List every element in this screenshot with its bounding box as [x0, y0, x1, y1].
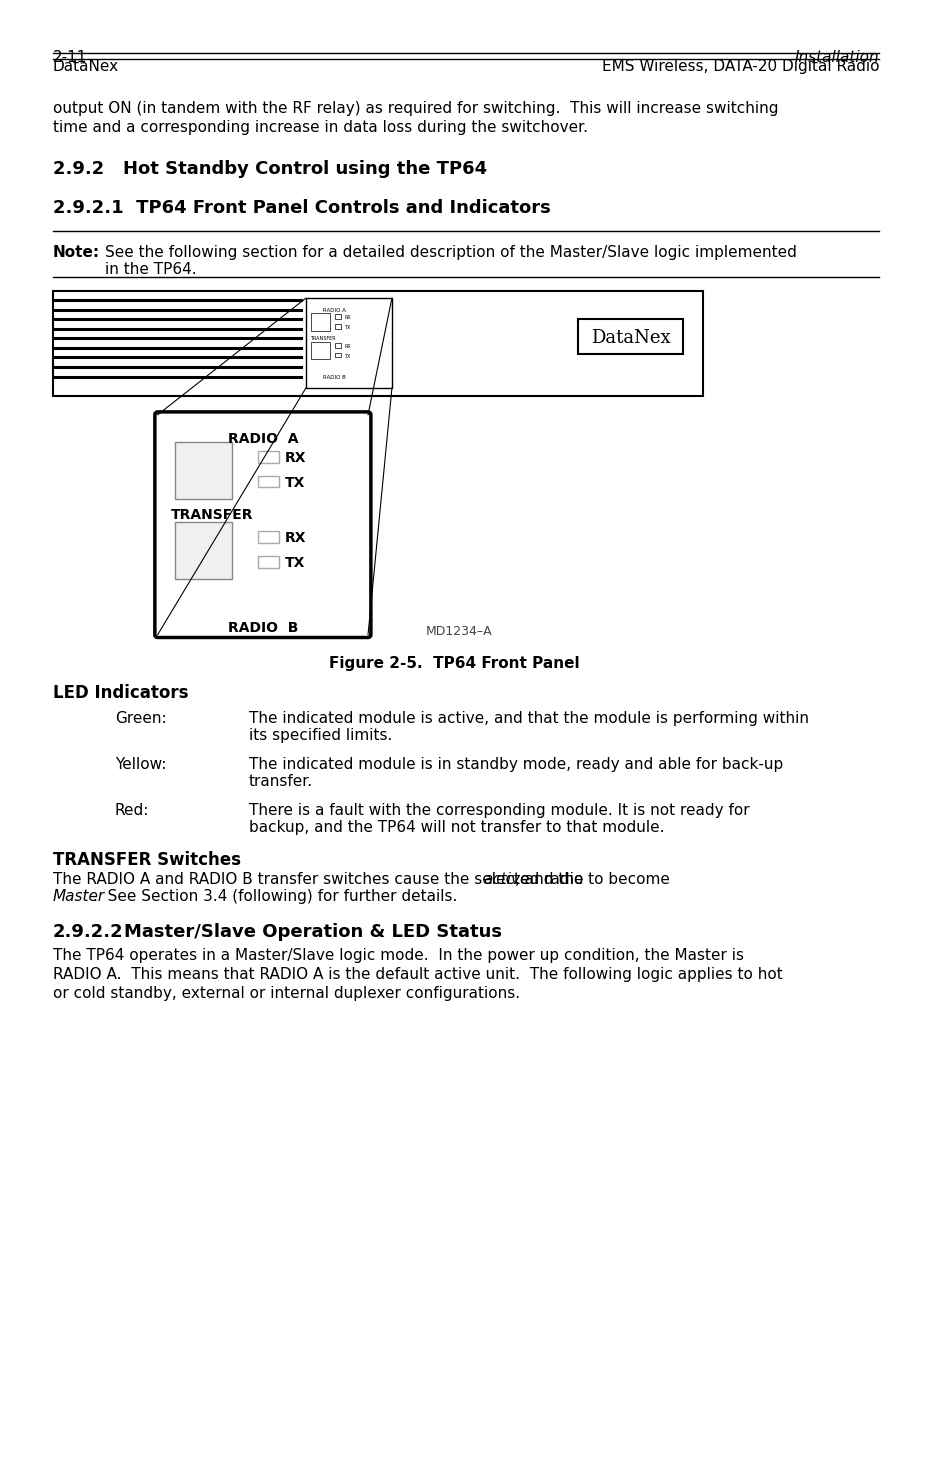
Text: TRANSFER: TRANSFER	[310, 337, 336, 341]
Text: .  See Section 3.4 (following) for further details.: . See Section 3.4 (following) for furthe…	[93, 889, 457, 904]
Text: RX: RX	[285, 531, 306, 545]
Text: TRANSFER: TRANSFER	[171, 509, 254, 522]
Bar	[175, 441, 232, 498]
Bar	[311, 313, 330, 331]
Text: The RADIO A and RADIO B transfer switches cause the selected radio to become: The RADIO A and RADIO B transfer switche…	[52, 872, 674, 886]
Text: DataNex: DataNex	[592, 329, 670, 347]
Text: 2.9.2.2: 2.9.2.2	[52, 923, 124, 941]
Bar	[258, 556, 280, 567]
Text: EMS Wireless, DATA-20 Digital Radio: EMS Wireless, DATA-20 Digital Radio	[602, 59, 880, 74]
Text: 2.9.2.1  TP64 Front Panel Controls and Indicators: 2.9.2.1 TP64 Front Panel Controls and In…	[52, 198, 551, 216]
Text: Note:: Note:	[52, 244, 100, 260]
Text: Yellow:: Yellow:	[115, 757, 166, 772]
Bar	[335, 353, 341, 357]
Bar	[311, 343, 330, 359]
Text: backup, and the TP64 will not transfer to that module.: backup, and the TP64 will not transfer t…	[248, 820, 664, 835]
Text: TX: TX	[285, 556, 305, 570]
Bar	[258, 451, 280, 463]
FancyBboxPatch shape	[155, 412, 371, 638]
Text: or cold standby, external or internal duplexer configurations.: or cold standby, external or internal du…	[52, 986, 519, 1001]
Bar	[175, 522, 232, 579]
Bar	[258, 531, 280, 542]
Text: 2.9.2   Hot Standby Control using the TP64: 2.9.2 Hot Standby Control using the TP64	[52, 160, 487, 178]
Text: in the TP64.: in the TP64.	[106, 262, 197, 276]
Text: RADIO B: RADIO B	[323, 375, 346, 379]
Text: The indicated module is in standby mode, ready and able for back-up: The indicated module is in standby mode,…	[248, 757, 783, 772]
Text: TRANSFER Switches: TRANSFER Switches	[52, 851, 241, 869]
Text: RADIO  A: RADIO A	[227, 432, 298, 445]
Text: See the following section for a detailed description of the Master/Slave logic i: See the following section for a detailed…	[106, 244, 797, 260]
Text: RX: RX	[285, 451, 306, 465]
Text: its specified limits.: its specified limits.	[248, 728, 392, 744]
Text: Master: Master	[52, 889, 105, 904]
Text: active: active	[483, 872, 530, 886]
Bar	[306, 298, 392, 388]
Bar	[258, 476, 280, 488]
Text: , and the: , and the	[514, 872, 583, 886]
Bar	[335, 323, 341, 329]
Text: Red:: Red:	[115, 803, 149, 817]
Text: transfer.: transfer.	[248, 775, 313, 789]
Text: RX: RX	[344, 344, 351, 348]
Text: TX: TX	[344, 354, 351, 359]
Text: RX: RX	[344, 316, 351, 320]
Text: There is a fault with the corresponding module. It is not ready for: There is a fault with the corresponding …	[248, 803, 749, 817]
Text: MD1234–A: MD1234–A	[425, 625, 492, 638]
Text: Installation: Installation	[795, 50, 880, 65]
Text: DataNex: DataNex	[52, 59, 119, 74]
Text: RADIO  B: RADIO B	[227, 622, 298, 635]
Text: Figure 2-5.  TP64 Front Panel: Figure 2-5. TP64 Front Panel	[329, 656, 580, 670]
Bar	[335, 343, 341, 348]
Text: output ON (in tandem with the RF relay) as required for switching.  This will in: output ON (in tandem with the RF relay) …	[52, 101, 778, 116]
Text: The TP64 operates in a Master/Slave logic mode.  In the power up condition, the : The TP64 operates in a Master/Slave logi…	[52, 948, 744, 963]
Text: TX: TX	[344, 325, 351, 329]
Text: time and a corresponding increase in data loss during the switchover.: time and a corresponding increase in dat…	[52, 121, 588, 135]
Text: LED Indicators: LED Indicators	[52, 685, 188, 703]
Text: TX: TX	[285, 476, 305, 490]
Text: Green:: Green:	[115, 711, 166, 726]
Text: The indicated module is active, and that the module is performing within: The indicated module is active, and that…	[248, 711, 808, 726]
Bar	[578, 319, 684, 354]
Bar	[335, 315, 341, 319]
Text: RADIO A: RADIO A	[323, 307, 346, 313]
Text: Master/Slave Operation & LED Status: Master/Slave Operation & LED Status	[125, 923, 502, 941]
Bar	[52, 291, 703, 395]
Text: 2-11: 2-11	[52, 50, 87, 65]
Text: RADIO A.  This means that RADIO A is the default active unit.  The following log: RADIO A. This means that RADIO A is the …	[52, 967, 783, 982]
